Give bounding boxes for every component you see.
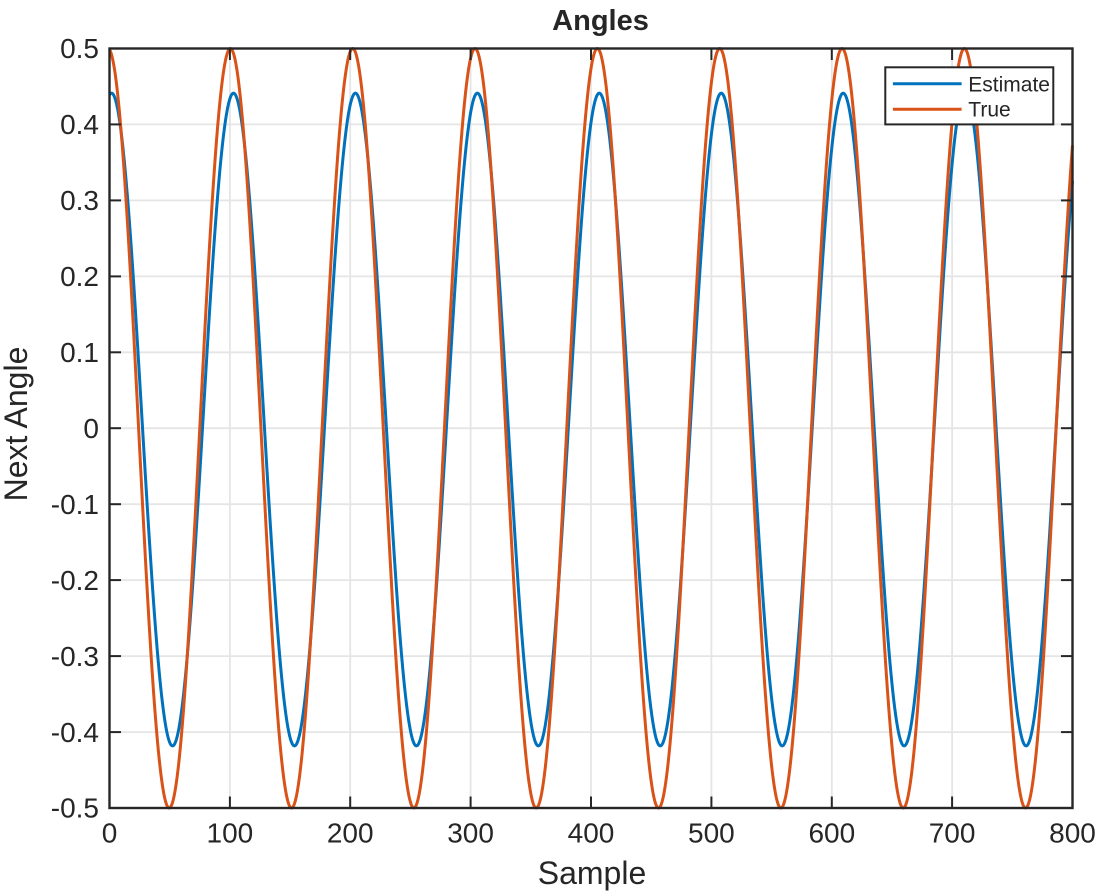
- svg-text:0.4: 0.4: [60, 109, 99, 140]
- svg-text:0.3: 0.3: [60, 185, 99, 216]
- svg-text:-0.1: -0.1: [51, 489, 99, 520]
- svg-text:0.1: 0.1: [60, 337, 99, 368]
- svg-text:Next Angle: Next Angle: [0, 347, 34, 502]
- svg-text:Angles: Angles: [552, 5, 649, 37]
- svg-text:-0.4: -0.4: [51, 717, 99, 748]
- svg-text:200: 200: [327, 818, 374, 849]
- svg-text:Sample: Sample: [538, 855, 647, 891]
- svg-text:True: True: [968, 99, 1010, 122]
- svg-text:800: 800: [1049, 818, 1096, 849]
- svg-text:100: 100: [207, 818, 254, 849]
- svg-text:300: 300: [447, 818, 494, 849]
- svg-text:-0.5: -0.5: [51, 793, 99, 824]
- svg-text:Estimate: Estimate: [968, 73, 1050, 96]
- svg-text:0: 0: [83, 413, 99, 444]
- svg-text:400: 400: [568, 818, 615, 849]
- svg-text:700: 700: [929, 818, 976, 849]
- svg-text:0.5: 0.5: [60, 33, 99, 64]
- svg-text:600: 600: [808, 818, 855, 849]
- svg-text:500: 500: [688, 818, 735, 849]
- svg-text:0: 0: [102, 818, 118, 849]
- svg-text:-0.2: -0.2: [51, 565, 99, 596]
- svg-text:0.2: 0.2: [60, 261, 99, 292]
- svg-text:-0.3: -0.3: [51, 641, 99, 672]
